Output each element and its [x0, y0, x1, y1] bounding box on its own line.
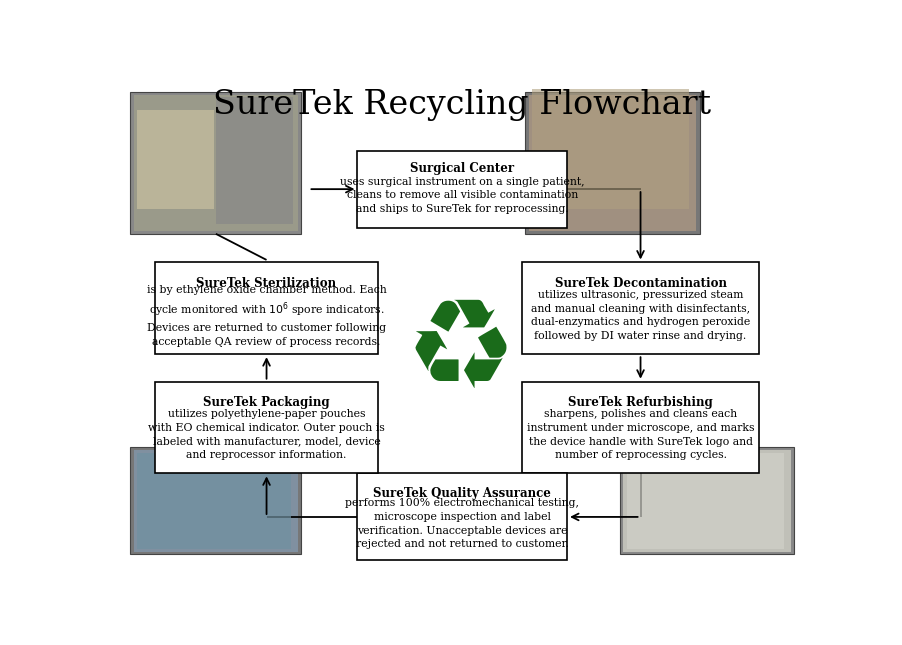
- FancyBboxPatch shape: [529, 95, 696, 232]
- FancyBboxPatch shape: [155, 263, 379, 354]
- Text: utilizes polyethylene-paper pouches
with EO chemical indicator. Outer pouch is
l: utilizes polyethylene-paper pouches with…: [148, 410, 385, 461]
- Text: performs 100% electromechanical testing,
microscope inspection and label
verific: performs 100% electromechanical testing,…: [345, 499, 579, 550]
- Text: is by ethylene oxide chamber method. Each
cycle monitored with $10^6$ spore indi: is by ethylene oxide chamber method. Eac…: [147, 285, 386, 346]
- Text: sharpens, polishes and cleans each
instrument under microscope, and marks
the de: sharpens, polishes and cleans each instr…: [527, 410, 754, 461]
- FancyBboxPatch shape: [525, 92, 700, 234]
- FancyBboxPatch shape: [130, 92, 301, 234]
- FancyBboxPatch shape: [521, 263, 759, 354]
- FancyBboxPatch shape: [620, 448, 795, 554]
- FancyBboxPatch shape: [133, 450, 298, 551]
- Text: SureTek Recycling Flowchart: SureTek Recycling Flowchart: [213, 89, 712, 121]
- Text: SureTek Packaging: SureTek Packaging: [203, 396, 330, 409]
- FancyBboxPatch shape: [133, 95, 298, 232]
- Text: ♻: ♻: [405, 293, 517, 413]
- FancyBboxPatch shape: [130, 448, 301, 554]
- Text: SureTek Decontamination: SureTek Decontamination: [555, 277, 726, 290]
- FancyBboxPatch shape: [357, 473, 567, 561]
- FancyBboxPatch shape: [532, 89, 689, 209]
- Text: SureTek Sterilization: SureTek Sterilization: [197, 277, 336, 290]
- FancyBboxPatch shape: [357, 151, 567, 228]
- Text: utilizes ultrasonic, pressurized steam
and manual cleaning with disinfectants,
d: utilizes ultrasonic, pressurized steam a…: [531, 290, 750, 341]
- Text: uses surgical instrument on a single patient,
cleans to remove all visible conta: uses surgical instrument on a single pat…: [340, 177, 584, 214]
- FancyBboxPatch shape: [627, 453, 784, 550]
- FancyBboxPatch shape: [137, 110, 215, 209]
- Text: SureTek Refurbishing: SureTek Refurbishing: [568, 396, 713, 409]
- FancyBboxPatch shape: [216, 97, 293, 224]
- FancyBboxPatch shape: [623, 450, 791, 551]
- FancyBboxPatch shape: [155, 382, 379, 473]
- FancyBboxPatch shape: [137, 453, 291, 550]
- FancyBboxPatch shape: [521, 382, 759, 473]
- Text: Surgical Center: Surgical Center: [410, 162, 514, 175]
- Text: SureTek Quality Assurance: SureTek Quality Assurance: [373, 487, 551, 500]
